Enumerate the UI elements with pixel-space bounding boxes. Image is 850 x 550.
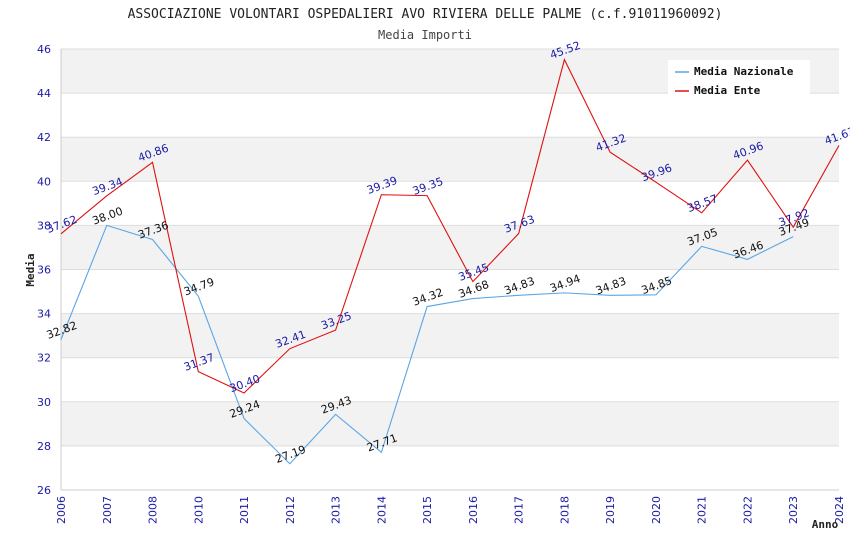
y-tick-label: 34 [37,308,51,321]
x-tick-label: 2018 [558,496,571,524]
axes [60,49,839,491]
series-line [60,58,840,394]
x-tick-label: 2021 [696,496,709,524]
series-line [60,224,794,465]
y-tick-label: 30 [37,396,51,409]
y-tick-label: 36 [37,264,51,277]
y-tick-label: 38 [37,219,51,232]
y-tick-label: 44 [37,87,51,100]
x-tick-label: 2024 [833,496,846,524]
legend-label-media-nazionale: Media Nazionale [694,65,794,78]
background-band [61,225,839,270]
background-band [61,269,839,314]
x-tick-label: 2012 [284,496,297,524]
y-tick-label: 40 [37,175,51,188]
x-tick-label: 2010 [192,496,205,524]
y-tick-label: 32 [37,352,51,365]
x-tick-label: 2008 [147,496,160,524]
x-tick-label: 2006 [55,496,68,524]
y-tick-label: 28 [37,440,51,453]
x-tick-labels: 2006 2007 2008 2010 2011 2012 2013 2014 2015 2016… [55,496,846,524]
chart-title: ASSOCIAZIONE VOLONTARI OSPEDALIERI AVO R… [128,7,723,22]
background-band [61,181,839,226]
y-tick-label: 26 [37,484,51,497]
series-lines [60,58,840,465]
background-band [61,93,839,138]
background-band [61,401,839,446]
legend-box [668,60,810,98]
x-tick-label: 2013 [330,496,343,524]
x-tick-label: 2017 [513,496,526,524]
x-tick-label: 2007 [101,496,114,524]
background-bands [61,49,839,490]
x-tick-label: 2016 [467,496,480,524]
x-tick-label: 2020 [650,496,663,524]
x-tick-label: 2014 [375,496,388,524]
y-axis-label: Media [24,253,37,286]
x-tick-label: 2023 [787,496,800,524]
background-band [61,357,839,402]
x-tick-label: 2015 [421,496,434,524]
chart-subtitle: Media Importi [378,28,472,42]
x-tick-label: 2019 [604,496,617,524]
background-band [61,137,839,182]
legend-label-media-ente: Media Ente [694,84,761,97]
background-band [61,313,839,358]
y-tick-label: 42 [37,131,51,144]
x-tick-label: 2011 [238,496,251,524]
legend: Media Nazionale Media Ente [668,60,810,98]
x-axis-label: Anno [812,518,839,531]
x-tick-label: 2022 [741,496,754,524]
y-tick-label: 46 [37,43,51,56]
background-band [61,445,839,490]
y-tick-labels: 26 28 30 32 34 36 38 40 42 44 46 [37,43,51,497]
